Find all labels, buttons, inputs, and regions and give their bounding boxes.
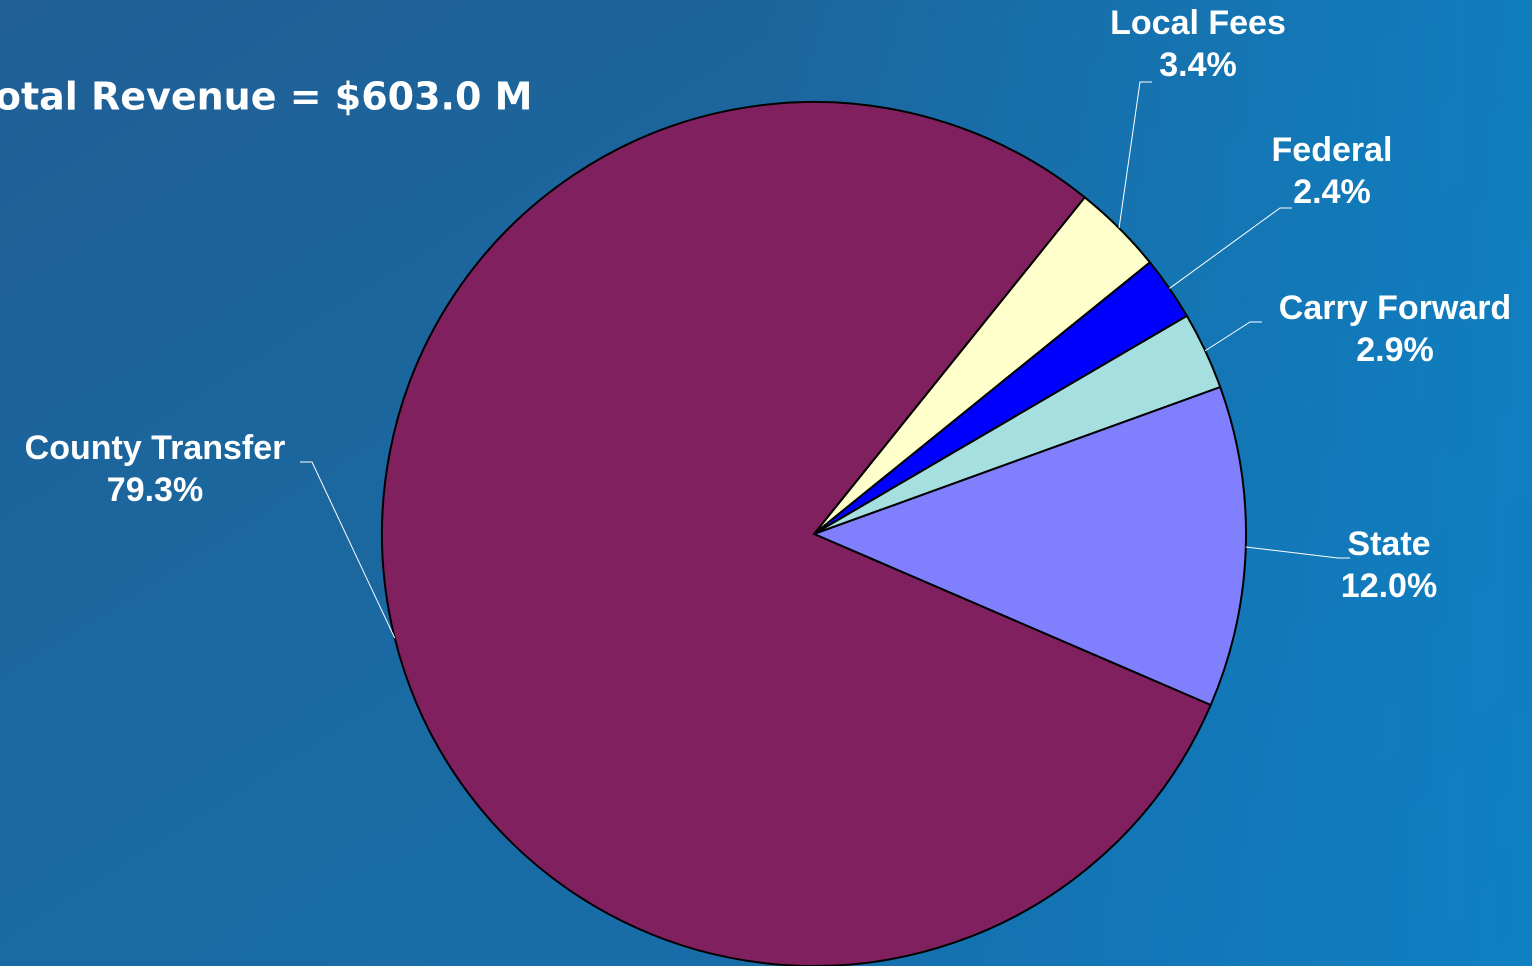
slice-label: State — [1347, 525, 1430, 563]
leader-line — [300, 461, 396, 639]
leader-line — [1245, 546, 1350, 559]
leader-line — [1169, 207, 1292, 289]
slice-value: 79.3% — [107, 471, 203, 509]
slice-label: County Transfer — [25, 429, 286, 467]
slice-label: Local Fees — [1110, 4, 1286, 42]
pie-slice — [381, 101, 1213, 966]
slice-value: 2.4% — [1293, 173, 1371, 211]
slice-value: 2.9% — [1356, 331, 1434, 369]
slice-label: Federal — [1272, 131, 1393, 169]
leader-line — [1118, 81, 1152, 229]
chart-title: Total Revenue = $603.0 M — [0, 75, 532, 119]
pie-slice — [811, 385, 1247, 707]
slice-label: Carry Forward — [1279, 289, 1511, 327]
leader-line — [1204, 321, 1262, 352]
slice-value: 3.4% — [1159, 46, 1237, 84]
slice-value: 12.0% — [1341, 567, 1437, 605]
